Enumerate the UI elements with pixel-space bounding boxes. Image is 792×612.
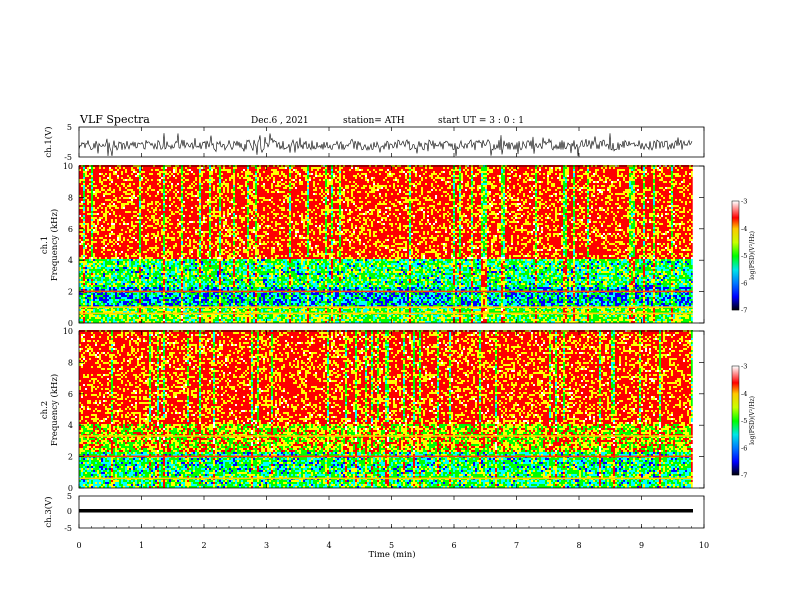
ch2-colorbar: -3 -4 -5 -6 -7 log(PSD)(V²/Hz) xyxy=(732,363,756,480)
ch3-waveform-panel: 5 0 -5 ch.3(V) xyxy=(43,492,704,533)
colorbar-tick-label: -3 xyxy=(741,363,747,371)
ch3-ytick-top: 5 xyxy=(67,492,72,501)
emission-line xyxy=(79,306,693,308)
frequency-tick-label: 8 xyxy=(68,358,73,367)
emission-line xyxy=(79,291,693,293)
figure-title: VLF Spectra xyxy=(79,113,150,126)
ch2-spectrogram-image xyxy=(79,330,704,488)
time-tick-label: 4 xyxy=(326,541,331,550)
colorbar-tick-label: -5 xyxy=(741,252,747,260)
frequency-tick-label: 2 xyxy=(68,453,73,462)
date-label: Dec.6 , 2021 xyxy=(251,116,309,126)
ch1-colorbar: -3 -4 -5 -6 -7 log(PSD)(V²/Hz) xyxy=(732,198,756,315)
time-tick-label: 0 xyxy=(76,541,81,550)
colorbar-tick-label: -6 xyxy=(741,279,747,287)
ch3-waveform-line xyxy=(79,509,693,513)
ch1-channel-label: ch.1 xyxy=(40,236,50,254)
frequency-tick-label: 8 xyxy=(68,193,73,202)
time-tick-label: 1 xyxy=(139,541,144,550)
ch1-waveform-panel: 5 -5 ch.1(V) xyxy=(43,123,704,162)
station-label: station= ATH xyxy=(343,116,405,126)
time-tick-label: 2 xyxy=(201,541,206,550)
time-tick-label: 7 xyxy=(514,541,519,550)
time-tick-label: 9 xyxy=(639,541,644,550)
colorbar-tick-label: -6 xyxy=(741,444,747,452)
colorbar-tick-label: -7 xyxy=(741,307,747,315)
frequency-tick-label: 6 xyxy=(68,225,73,234)
ch1-spectrogram-image xyxy=(79,165,704,323)
ch1-frequency-ylabel: Frequency (kHz) xyxy=(49,209,60,281)
frequency-tick-label: 10 xyxy=(63,327,73,336)
start-time-label: start UT = 3 : 0 : 1 xyxy=(438,116,524,126)
emission-line xyxy=(79,478,693,480)
frequency-tick-label: 2 xyxy=(68,288,73,297)
frequency-tick-label: 4 xyxy=(68,421,73,430)
colorbar-tick-label: -3 xyxy=(741,198,747,206)
frequency-tick-label: 10 xyxy=(63,162,73,171)
time-axis-label: Time (min) xyxy=(368,549,415,560)
time-tick-label: 6 xyxy=(451,541,456,550)
colorbar-tick-label: -7 xyxy=(741,472,747,480)
ch1-ytick-bottom: -5 xyxy=(64,153,72,162)
frequency-tick-label: 6 xyxy=(68,390,73,399)
ch2-frequency-ylabel: Frequency (kHz) xyxy=(49,374,60,446)
ch2-channel-label: ch.2 xyxy=(40,401,50,419)
colorbar-tick-label: -5 xyxy=(741,417,747,425)
time-tick-label: 8 xyxy=(576,541,581,550)
ch3-ytick-mid: 0 xyxy=(67,507,72,516)
frequency-tick-label: 4 xyxy=(68,256,73,265)
emission-line xyxy=(79,456,693,458)
time-tick-label: 3 xyxy=(264,541,269,550)
ch1-ytick-top: 5 xyxy=(67,123,72,132)
time-tick-label: 10 xyxy=(699,541,709,550)
colorbar-tick-label: -4 xyxy=(741,390,747,398)
colorbar-label: log(PSD)(V²/Hz) xyxy=(749,396,756,445)
colorbar-tick-label: -4 xyxy=(741,225,747,233)
emission-line xyxy=(79,313,693,315)
time-tick-label: 5 xyxy=(389,541,394,550)
ch3-ytick-bottom: -5 xyxy=(64,524,72,533)
ch1-waveform-ylabel: ch.1(V) xyxy=(43,126,54,157)
emission-line xyxy=(79,435,693,437)
ch3-waveform-ylabel: ch.3(V) xyxy=(43,496,54,527)
colorbar-label: log(PSD)(V²/Hz) xyxy=(749,231,756,280)
